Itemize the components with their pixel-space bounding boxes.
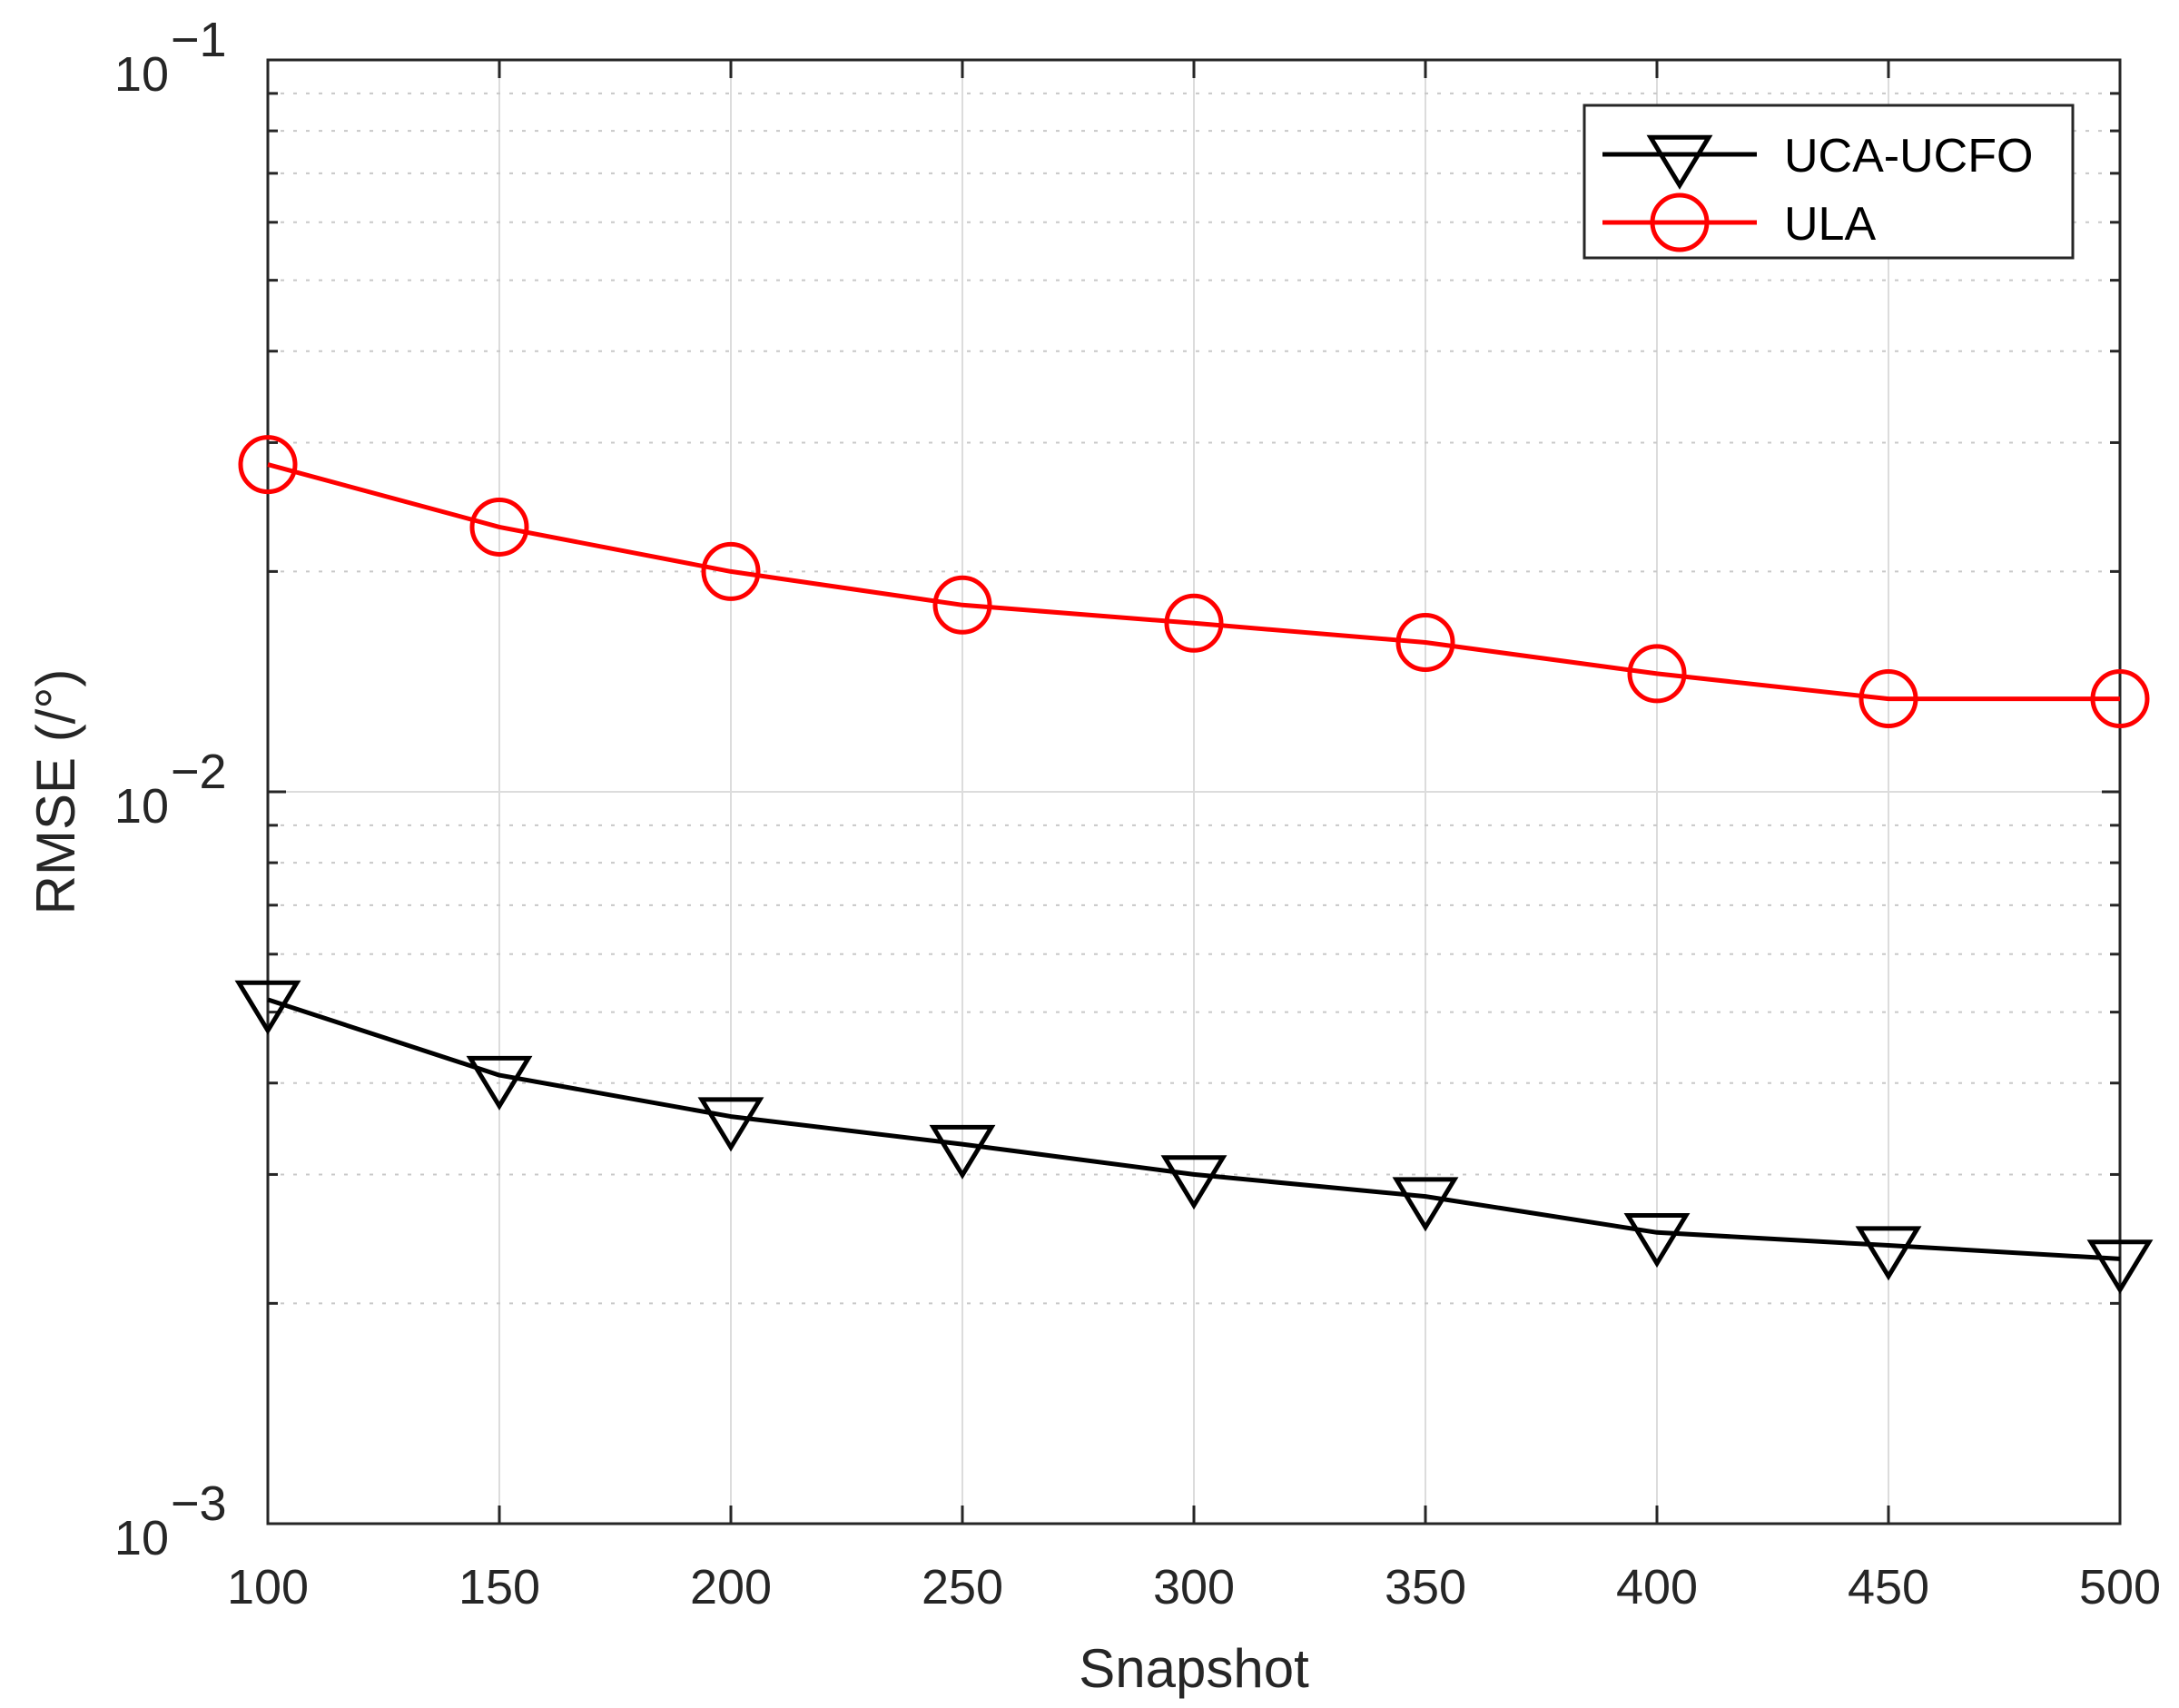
y-tick-base: 10 <box>114 1511 169 1565</box>
y-tick-exponent: −3 <box>171 1476 227 1531</box>
x-tick-label: 200 <box>690 1560 772 1614</box>
x-tick-label: 250 <box>922 1560 1003 1614</box>
data-point-ula <box>1859 669 1918 729</box>
x-tick-labels: 100 150 200 250 300 350 400 450 500 <box>227 1560 2161 1614</box>
data-point-ula <box>701 541 761 601</box>
x-tick-label: 400 <box>1616 1560 1698 1614</box>
data-point-ula <box>1627 644 1687 704</box>
x-tick-label: 300 <box>1153 1560 1235 1614</box>
y-tick-label: 10−2 <box>114 745 227 834</box>
legend: UCA-UCFO ULA <box>1582 104 2075 260</box>
data-point-ula <box>469 497 529 557</box>
data-point-ula <box>238 435 298 495</box>
data-point-uca-ucfo <box>929 1124 996 1180</box>
y-tick-exponent: −2 <box>171 745 227 799</box>
data-point-ula <box>1395 612 1455 672</box>
series-line-uca-ucfo <box>267 997 2121 1261</box>
series-line-ula <box>267 462 2120 702</box>
data-point-uca-ucfo <box>1623 1213 1691 1269</box>
data-point-ula <box>1164 593 1224 653</box>
series-uca-ucfo <box>234 980 2154 1295</box>
y-tick-exponent: −1 <box>171 13 227 67</box>
y-tick-label: 10−1 <box>114 13 227 102</box>
data-point-uca-ucfo <box>234 980 301 1035</box>
y-tick-base: 10 <box>114 779 169 834</box>
series-ula <box>238 435 2150 729</box>
x-tick-label: 450 <box>1848 1560 1929 1614</box>
data-point-uca-ucfo <box>697 1097 764 1152</box>
legend-box <box>1582 104 2075 260</box>
y-tick-labels: 10−110−210−3 <box>114 13 227 1565</box>
legend-marker-ula <box>1650 193 1710 252</box>
data-point-uca-ucfo <box>2086 1239 2154 1295</box>
data-point-uca-ucfo <box>1855 1226 1922 1281</box>
legend-entry-ula: ULA <box>1602 193 1876 252</box>
y-axis-title: RMSE (/°) <box>25 669 86 915</box>
y-tick-label: 10−3 <box>114 1476 227 1565</box>
data-point-uca-ucfo <box>1392 1177 1459 1232</box>
legend-label-ula: ULA <box>1784 198 1876 251</box>
x-axis-title: Snapshot <box>1079 1638 1309 1699</box>
x-tick-label: 500 <box>2079 1560 2161 1614</box>
y-tick-base: 10 <box>114 47 169 102</box>
x-tick-label: 150 <box>458 1560 540 1614</box>
data-point-uca-ucfo <box>466 1055 533 1111</box>
data-point-uca-ucfo <box>1160 1155 1228 1210</box>
x-tick-label: 350 <box>1385 1560 1466 1614</box>
x-tick-label: 100 <box>227 1560 309 1614</box>
series <box>234 435 2154 1295</box>
legend-label-uca-ucfo: UCA-UCFO <box>1784 130 2033 183</box>
data-point-ula <box>2090 669 2150 729</box>
data-point-ula <box>932 575 992 635</box>
legend-entry-uca-ucfo: UCA-UCFO <box>1602 130 2033 190</box>
legend-marker-uca-ucfo <box>1646 134 1713 190</box>
plot-area-frame <box>266 58 2122 1525</box>
